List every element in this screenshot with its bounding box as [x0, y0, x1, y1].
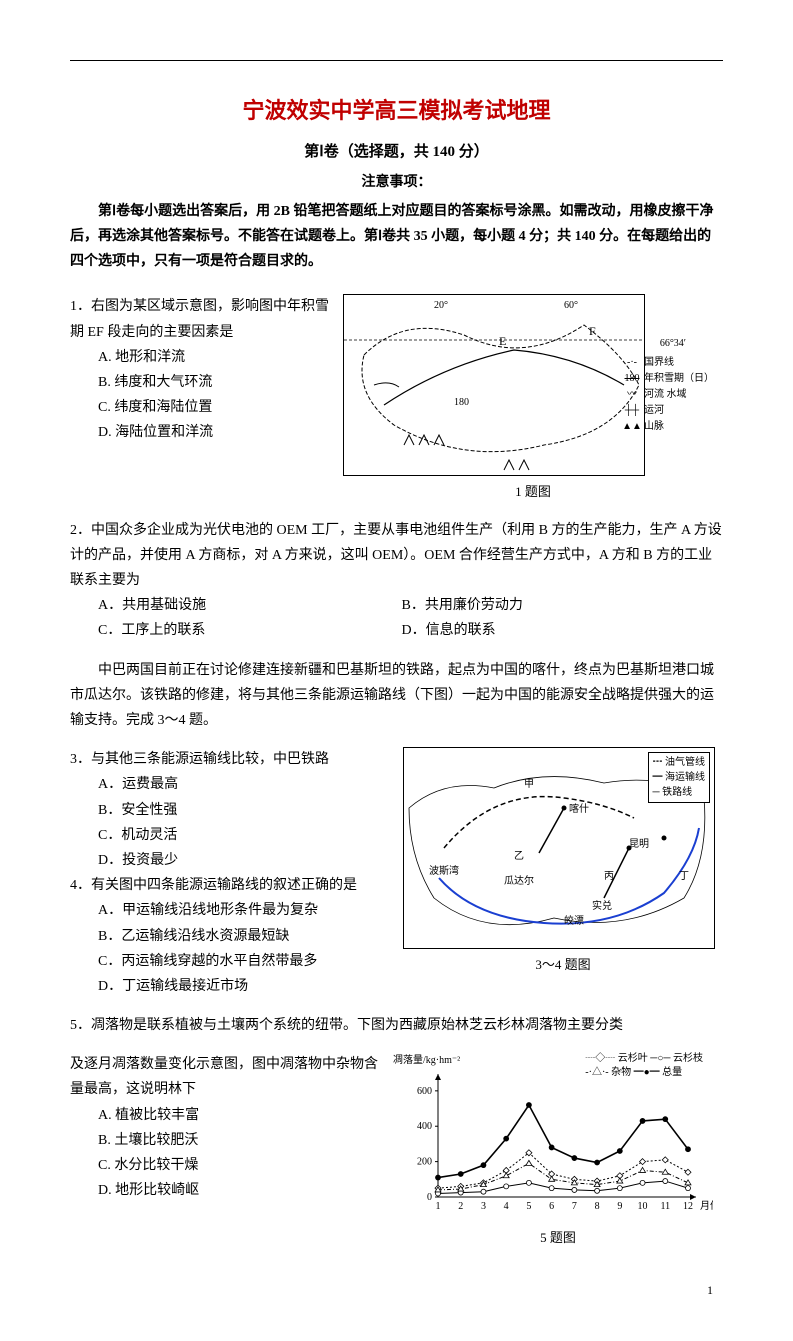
- q2-option-a: A．共用基础设施: [98, 593, 398, 618]
- svg-text:3: 3: [481, 1201, 486, 1212]
- fig2-lbl-guadar: 瓜达尔: [504, 873, 534, 891]
- svg-text:11: 11: [660, 1201, 670, 1212]
- svg-text:0: 0: [427, 1192, 432, 1203]
- fig2-lbl-bing: 丙: [604, 868, 614, 886]
- q2-option-c: C．工序上的联系: [98, 618, 398, 643]
- svg-text:400: 400: [417, 1122, 432, 1133]
- fig2-lbl-jia: 甲: [524, 776, 534, 794]
- exam-title: 宁波效实中学高三模拟考试地理: [70, 91, 723, 131]
- svg-text:E: E: [499, 334, 506, 348]
- svg-text:12: 12: [683, 1201, 693, 1212]
- svg-text:180: 180: [454, 397, 469, 408]
- svg-text:10: 10: [638, 1201, 648, 1212]
- fig1-lat: 66°34′: [660, 335, 686, 353]
- svg-text:F: F: [589, 324, 596, 338]
- fig2-lbl-jishi: 皎漂: [564, 913, 584, 931]
- svg-text:7: 7: [572, 1201, 577, 1212]
- svg-text:月份: 月份: [700, 1200, 713, 1212]
- q2-option-d: D．信息的联系: [402, 618, 702, 643]
- svg-text:200: 200: [417, 1157, 432, 1168]
- fig2-lbl-kashi: 喀什: [569, 801, 589, 819]
- fig2-caption: 3～4 题图: [403, 953, 723, 976]
- notice-title: 注意事项：: [70, 170, 723, 195]
- fig2-lbl-kunming: 昆明: [629, 836, 649, 854]
- svg-text:4: 4: [504, 1201, 509, 1212]
- passage-3-4: 中巴两国目前正在讨论修建连接新疆和巴基斯坦的铁路，起点为中国的喀什，终点为巴基斯…: [70, 658, 723, 734]
- svg-text:8: 8: [595, 1201, 600, 1212]
- fig1-legend: -·-国界线 180年积雪期（日） 〰河流 水域 ┼┼运河 ▲▲山脉: [620, 355, 714, 435]
- svg-text:600: 600: [417, 1086, 432, 1097]
- svg-text:5: 5: [526, 1201, 531, 1212]
- fig2-lbl-yi: 乙: [514, 848, 524, 866]
- svg-text:6: 6: [549, 1201, 554, 1212]
- page-number: 1: [70, 1280, 723, 1302]
- fig1-caption: 1 题图: [343, 480, 723, 503]
- figure-2-map: ┅ 油气管线 ━ 海运输线 ─ 铁路线 甲 乙 丙 丁 喀什 昆明 波斯湾 瓜达…: [403, 747, 715, 949]
- fig2-lbl-ding: 丁: [679, 868, 689, 886]
- q4-option-d: D．丁运输线最接近市场: [98, 974, 723, 999]
- q5-stem-a: 5．凋落物是联系植被与土壤两个系统的纽带。下图为西藏原始林芝云杉林凋落物主要分类: [70, 1013, 723, 1038]
- figure-1-map: 20° 60° 66°34′ E F 180 -·-国界线 180年积雪期（日）…: [343, 294, 645, 476]
- figure-3-chart: 凋落量/kg·hm⁻² ┈◇┈ 云杉叶 ─○─ 云杉枝 -·△·- 杂物 ━●━…: [393, 1052, 713, 1222]
- q2-stem: 2．中国众多企业成为光伏电池的 OEM 工厂，主要从事电池组件生产（利用 B 方…: [70, 518, 723, 594]
- section-title: 第Ⅰ卷（选择题，共 140 分）: [70, 139, 723, 166]
- notice-body: 第Ⅰ卷每小题选出答案后，用 2B 铅笔把答题纸上对应题目的答案标号涂黑。如需改动…: [70, 199, 723, 275]
- svg-text:1: 1: [436, 1201, 441, 1212]
- fig3-caption: 5 题图: [393, 1226, 723, 1249]
- svg-text:2: 2: [458, 1201, 463, 1212]
- fig2-lbl-bosiwan: 波斯湾: [429, 863, 459, 881]
- q2-option-b: B．共用廉价劳动力: [402, 593, 702, 618]
- svg-text:9: 9: [617, 1201, 622, 1212]
- fig2-lbl-shipo: 实兑: [592, 898, 612, 916]
- fig2-legend: ┅ 油气管线 ━ 海运输线 ─ 铁路线: [648, 752, 711, 803]
